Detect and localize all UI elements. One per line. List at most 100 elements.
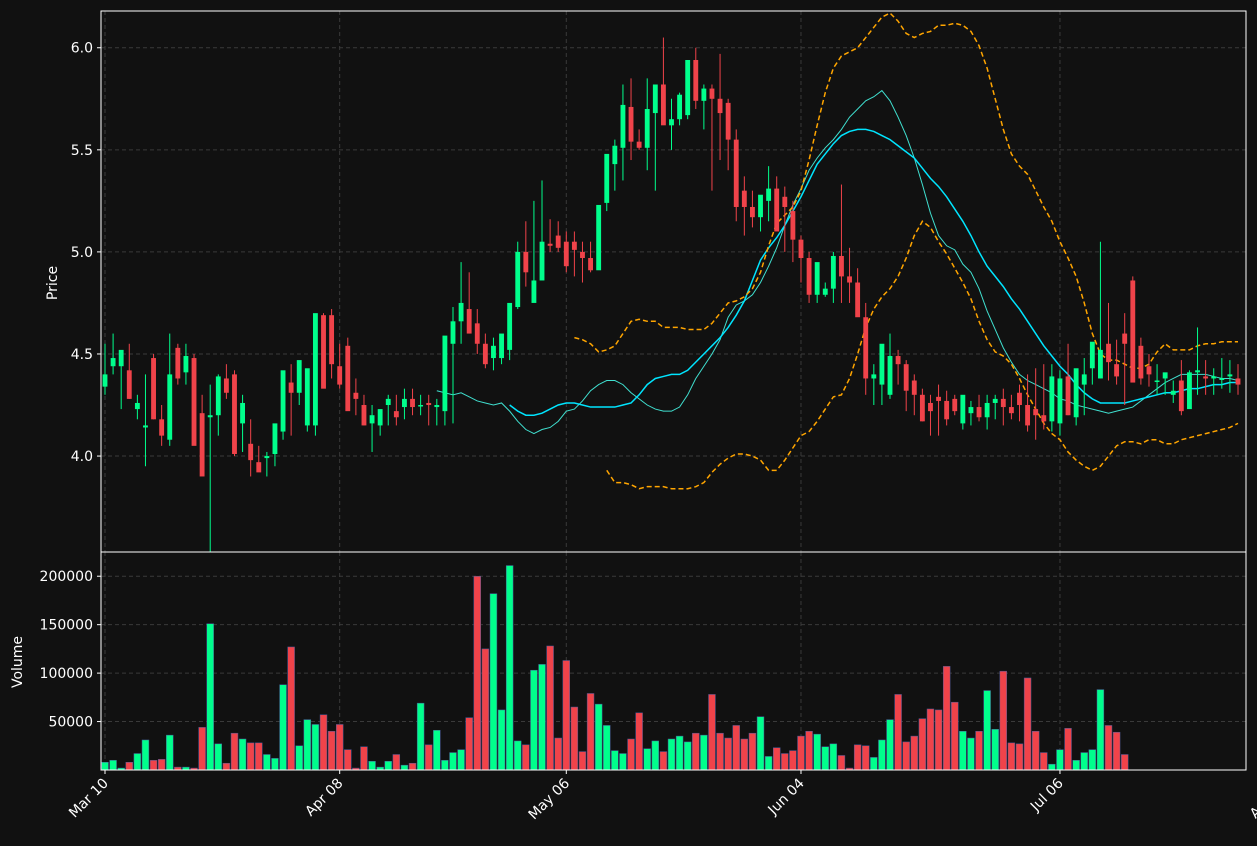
volume-bar [198, 727, 206, 771]
candle-body [685, 59, 691, 116]
volume-bar [1121, 754, 1129, 771]
volume-tick-label: 200000 [40, 569, 93, 585]
volume-bar [789, 750, 797, 771]
candle-body [126, 370, 132, 399]
volume-bar [166, 734, 174, 771]
volume-bar [886, 719, 894, 771]
volume-bar [1040, 752, 1048, 771]
volume-bar [287, 646, 295, 771]
volume-bars [101, 565, 1129, 771]
candle-body [806, 258, 812, 295]
volume-bar [967, 737, 975, 771]
candle-body [1008, 407, 1014, 414]
candle-body [337, 366, 343, 385]
price-axis-label: Price [45, 266, 61, 300]
volume-bar [991, 729, 999, 771]
price-tick-label: 4.5 [71, 347, 93, 363]
candle-body [822, 288, 828, 295]
volume-bar [594, 703, 603, 771]
candle-body [936, 396, 941, 401]
candle-body [903, 364, 909, 391]
volume-bar [149, 760, 158, 771]
candle-body [377, 409, 383, 426]
candle-body [952, 398, 958, 412]
candle-body [1235, 378, 1241, 385]
volume-bar [360, 746, 368, 771]
volume-bar [1104, 725, 1113, 771]
candle-body [839, 255, 844, 277]
volume-bar [101, 761, 109, 771]
volume-bar [408, 762, 417, 771]
volume-bar [586, 693, 595, 771]
candle-body [790, 211, 796, 240]
volume-bar [514, 740, 522, 771]
volume-bar [773, 747, 781, 771]
volume-bar [473, 575, 481, 771]
volume-bar [125, 761, 133, 771]
volume-bar [1080, 752, 1088, 771]
candle-body [215, 376, 221, 416]
volume-bar [643, 748, 651, 771]
candle-body [944, 400, 950, 420]
volume-bar [578, 751, 587, 771]
candle-body [1065, 376, 1071, 416]
volume-bar [692, 732, 700, 771]
volume-bar [271, 758, 279, 771]
candle-body [547, 243, 553, 246]
candle-body [1122, 333, 1128, 344]
volume-bar [505, 565, 514, 771]
candle-body [968, 407, 974, 414]
volume-bar [392, 754, 401, 771]
volume-bar [546, 645, 554, 771]
volume-bar [611, 750, 619, 771]
volume-bar [327, 730, 336, 771]
volume-bar [400, 764, 409, 771]
candle-body [717, 98, 723, 114]
volume-bar [635, 712, 643, 771]
volume-bar [141, 739, 150, 771]
volume-bar [748, 732, 757, 771]
candle-body [426, 402, 432, 406]
candle-body [264, 456, 270, 459]
volume-bar [659, 751, 668, 771]
candle-body [1089, 341, 1095, 369]
volume-bar [206, 623, 214, 771]
volume-bar [651, 740, 660, 771]
volume-bar [667, 738, 676, 771]
candle-body [855, 282, 861, 318]
volume-bar [109, 760, 117, 771]
volume-bar [449, 752, 457, 771]
volume-bar [959, 730, 967, 771]
candle-body [102, 374, 108, 387]
candle-body [1057, 378, 1063, 424]
candle-body [733, 139, 739, 207]
candle-body [1033, 409, 1039, 416]
candle-body [385, 398, 391, 406]
volume-bar [441, 760, 449, 771]
candle-body [1000, 398, 1006, 408]
volume-bar [740, 738, 749, 771]
volume-bar [1015, 743, 1024, 771]
candle-body [434, 405, 440, 408]
moving-average-line [509, 128, 1238, 416]
volume-bar [344, 749, 352, 771]
volume-bar [465, 717, 473, 771]
volume-bar [902, 741, 910, 771]
candle-body [652, 84, 658, 114]
candle-body [539, 241, 545, 281]
candle-body [353, 392, 359, 399]
candle-body [248, 443, 254, 461]
volume-bar [481, 648, 490, 771]
candle-body [911, 380, 917, 395]
candle-body [919, 394, 925, 422]
volume-bar [279, 684, 287, 771]
candle-body [491, 345, 496, 359]
volume-bar [1088, 749, 1097, 771]
candle-body [863, 317, 869, 379]
volume-bar [951, 701, 959, 771]
volume-bar [764, 756, 773, 771]
volume-bar [238, 738, 247, 771]
candle-body [183, 356, 189, 373]
